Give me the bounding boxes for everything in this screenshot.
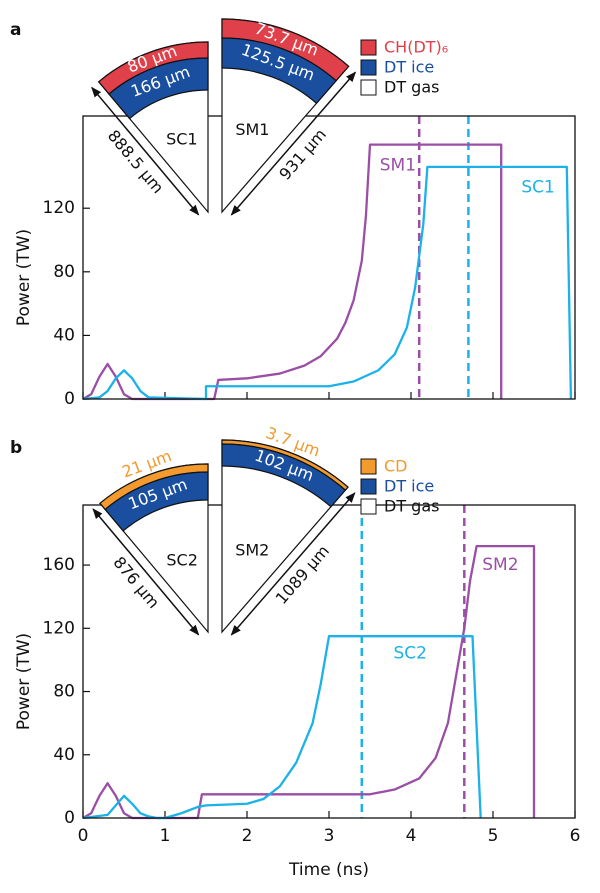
x-tick-label: 1 xyxy=(160,826,171,846)
wedge-name: SC1 xyxy=(166,130,198,149)
dimension-arrow xyxy=(91,86,200,216)
legend-swatch xyxy=(360,458,377,475)
series-label: SM1 xyxy=(380,155,416,175)
legend-label: DT ice xyxy=(384,58,434,77)
x-tick-label: 3 xyxy=(324,826,335,846)
panel-letter: a xyxy=(10,20,21,40)
legend-label: CD xyxy=(384,457,408,476)
legend-label: DT gas xyxy=(384,78,439,97)
power-line xyxy=(82,544,536,820)
x-tick-label: 5 xyxy=(488,826,499,846)
wedge-name: SM2 xyxy=(235,541,269,560)
y-tick-label: 40 xyxy=(53,325,75,345)
legend-label: CH(DT)₆ xyxy=(384,38,448,57)
legend-swatch xyxy=(360,498,377,515)
x-tick-label: 0 xyxy=(78,826,89,846)
y-tick-label: 0 xyxy=(64,808,75,828)
power-line xyxy=(82,143,503,401)
series-label: SM2 xyxy=(482,555,518,575)
wedge-name: SM1 xyxy=(235,120,269,139)
panel-letter: b xyxy=(10,438,22,458)
y-tick-label: 80 xyxy=(53,682,75,702)
y-tick-label: 120 xyxy=(43,618,75,638)
y-axis-label: Power (TW) xyxy=(14,633,34,730)
legend-swatch xyxy=(360,478,377,495)
power-line xyxy=(82,165,573,401)
x-tick-label: 6 xyxy=(570,826,581,846)
dimension-arrow xyxy=(230,71,357,216)
legend-label: DT gas xyxy=(384,497,439,516)
legend-swatch xyxy=(360,39,377,56)
x-tick-label: 4 xyxy=(406,826,417,846)
x-axis-label: Time (ns) xyxy=(288,860,369,880)
series-label: SC1 xyxy=(521,178,554,198)
wedge-name: SC2 xyxy=(166,550,198,569)
power-line xyxy=(82,635,482,820)
dimension-arrow xyxy=(230,492,356,636)
dimension-arrow xyxy=(92,508,200,636)
series-label: SC2 xyxy=(393,644,426,664)
y-tick-label: 160 xyxy=(43,555,75,575)
y-tick-label: 80 xyxy=(53,262,75,282)
y-tick-label: 0 xyxy=(64,389,75,409)
y-axis-label: Power (TW) xyxy=(14,229,34,326)
legend-swatch xyxy=(360,59,377,76)
legend-label: DT ice xyxy=(384,477,434,496)
y-tick-label: 120 xyxy=(43,198,75,218)
y-tick-label: 40 xyxy=(53,745,75,765)
legend-swatch xyxy=(360,79,377,96)
panel: b 0 40 80 120 160 0 1 2 3 4 5 6 Power (TW) Time (ns) SM… xyxy=(10,423,580,880)
x-tick-label: 2 xyxy=(242,826,253,846)
